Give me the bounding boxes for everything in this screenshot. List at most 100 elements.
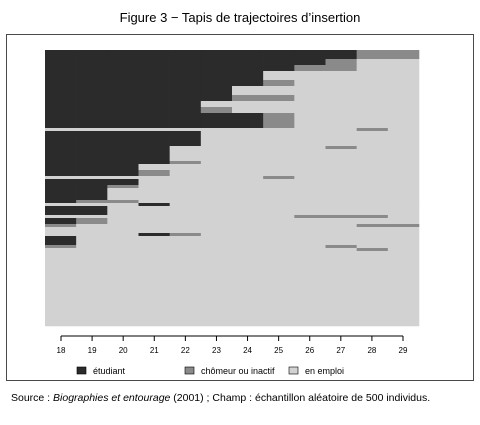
x-tick-label-24: 24 — [243, 346, 252, 355]
cell-row19-age25 — [263, 185, 295, 189]
cell-row20-age27 — [325, 188, 357, 201]
cell-row32-age18 — [45, 251, 77, 327]
cell-row19-age18 — [45, 185, 77, 189]
cell-row6-age19 — [76, 95, 108, 102]
cell-row12-age24 — [232, 146, 264, 150]
cell-row32-age19 — [76, 251, 108, 327]
cell-row13-age22 — [169, 149, 202, 162]
cell-row22-age21 — [138, 203, 170, 207]
cell-row4-age29 — [387, 80, 420, 87]
cell-row30-age19 — [76, 245, 108, 249]
cell-row17-age19 — [76, 176, 108, 180]
cell-row29-age18 — [45, 236, 77, 246]
cell-row21-age19 — [76, 200, 108, 204]
cell-row22-age25 — [263, 203, 295, 207]
cell-row19-age29 — [387, 185, 420, 189]
cell-row27-age20 — [107, 227, 139, 234]
cell-row13-age20 — [107, 149, 139, 162]
cell-row15-age28 — [356, 164, 389, 171]
cell-row11-age23 — [200, 131, 233, 147]
cell-row8-age24 — [232, 107, 264, 114]
cell-row24-age29 — [387, 215, 420, 219]
cell-row19-age19 — [76, 185, 108, 189]
cell-row26-age28 — [356, 224, 389, 228]
cell-row18-age27 — [325, 179, 357, 186]
cell-row9-age18 — [45, 113, 77, 129]
cell-row15-age25 — [263, 164, 295, 171]
cell-row15-age23 — [200, 164, 233, 171]
cell-row1-age25 — [263, 59, 295, 66]
cell-row10-age26 — [294, 128, 326, 132]
cell-row11-age24 — [232, 131, 264, 147]
cell-row24-age19 — [76, 215, 108, 219]
cell-row10-age28 — [356, 128, 389, 132]
cell-row24-age18 — [45, 215, 77, 219]
cell-row13-age24 — [232, 149, 264, 162]
cell-row4-age25 — [263, 80, 295, 87]
cell-row3-age26 — [294, 71, 326, 81]
cell-row18-age18 — [45, 179, 77, 186]
cell-row23-age21 — [138, 206, 170, 216]
cell-row3-age22 — [169, 71, 202, 81]
cell-row32-age22 — [169, 251, 202, 327]
cell-row11-age27 — [325, 131, 357, 147]
cell-row19-age26 — [294, 185, 326, 189]
cell-row17-age21 — [138, 176, 170, 180]
cell-row13-age29 — [387, 149, 420, 162]
cell-row2-age29 — [387, 65, 420, 72]
cell-row16-age27 — [325, 170, 357, 177]
cell-row28-age23 — [200, 233, 233, 237]
cell-row31-age28 — [356, 248, 389, 252]
cell-row29-age27 — [325, 236, 357, 246]
cell-row31-age29 — [387, 248, 420, 252]
cell-row21-age27 — [325, 200, 357, 204]
cell-row25-age26 — [294, 218, 326, 225]
cell-row16-age24 — [232, 170, 264, 177]
cell-row20-age24 — [232, 188, 264, 201]
cell-row0-age21 — [138, 50, 170, 60]
cell-row24-age21 — [138, 215, 170, 219]
cell-row20-age23 — [200, 188, 233, 201]
cell-row14-age24 — [232, 161, 264, 165]
cell-row18-age20 — [107, 179, 139, 186]
x-tick-label-18: 18 — [57, 346, 66, 355]
cell-row21-age28 — [356, 200, 389, 204]
cell-row22-age29 — [387, 203, 420, 207]
cell-row25-age19 — [76, 218, 108, 225]
cell-row28-age20 — [107, 233, 139, 237]
cell-row17-age29 — [387, 176, 420, 180]
cell-row25-age18 — [45, 218, 77, 225]
cell-row28-age18 — [45, 233, 77, 237]
cell-row29-age26 — [294, 236, 326, 246]
cell-row26-age29 — [387, 224, 420, 228]
cell-row26-age26 — [294, 224, 326, 228]
cell-row29-age25 — [263, 236, 295, 246]
cell-row1-age19 — [76, 59, 108, 66]
cell-row23-age25 — [263, 206, 295, 216]
cell-row18-age29 — [387, 179, 420, 186]
cell-row19-age27 — [325, 185, 357, 189]
cell-row27-age21 — [138, 227, 170, 234]
cell-row30-age25 — [263, 245, 295, 249]
cell-row19-age20 — [107, 185, 139, 189]
cell-row9-age22 — [169, 113, 202, 129]
cell-row22-age28 — [356, 203, 389, 207]
cell-row11-age26 — [294, 131, 326, 147]
cell-row6-age29 — [387, 95, 420, 102]
cell-row18-age24 — [232, 179, 264, 186]
cell-row30-age18 — [45, 245, 77, 249]
cell-row18-age25 — [263, 179, 295, 186]
carpet-area — [45, 50, 420, 327]
cell-row16-age20 — [107, 170, 139, 177]
cell-row20-age21 — [138, 188, 170, 201]
cell-row10-age22 — [169, 128, 202, 132]
cell-row13-age21 — [138, 149, 170, 162]
cell-row26-age22 — [169, 224, 202, 228]
cell-row3-age24 — [232, 71, 264, 81]
cell-row3-age23 — [200, 71, 233, 81]
cell-row13-age28 — [356, 149, 389, 162]
cell-row15-age22 — [169, 164, 202, 171]
cell-row22-age18 — [45, 203, 77, 207]
cell-row11-age21 — [138, 131, 170, 147]
cell-row17-age20 — [107, 176, 139, 180]
